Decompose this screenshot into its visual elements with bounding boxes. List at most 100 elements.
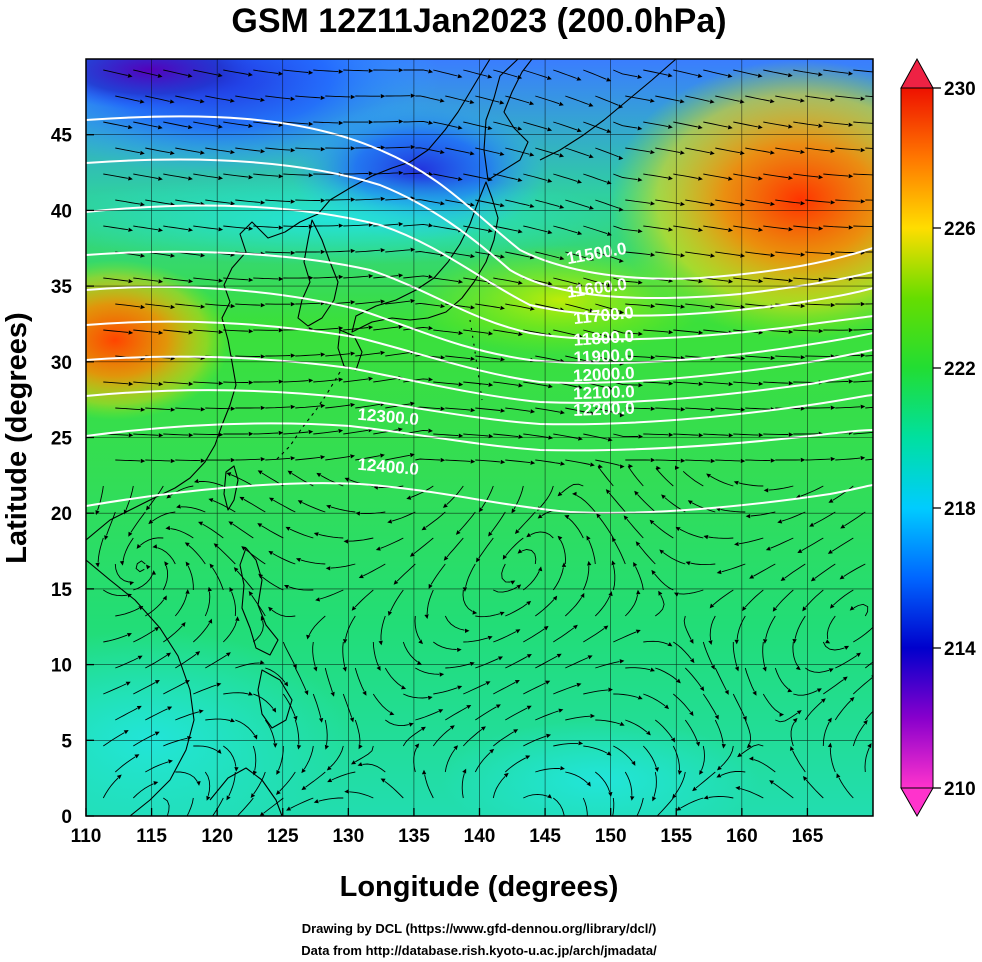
streamline-segment — [625, 355, 651, 358]
x-tick-label: 145 — [529, 826, 561, 847]
streamline-arrowhead — [421, 769, 427, 775]
streamline-arrowhead — [795, 665, 801, 671]
streamline-arrowhead — [879, 224, 884, 228]
streamline-segment — [235, 95, 261, 101]
streamline-segment — [583, 689, 608, 695]
streamline-segment — [426, 589, 434, 615]
streamline-arrowhead — [248, 123, 253, 128]
streamline-arrowhead — [278, 328, 284, 333]
streamline-segment — [135, 560, 146, 573]
streamline-segment — [838, 777, 854, 799]
streamline-segment — [223, 745, 237, 767]
streamline-arrowhead — [499, 203, 505, 208]
streamline-segment — [433, 433, 459, 437]
streamline-arrowhead — [596, 513, 601, 519]
streamline-arrowhead — [652, 796, 657, 802]
streamline-arrowhead — [320, 147, 326, 152]
streamline-segment — [805, 303, 831, 306]
streamline-segment — [695, 771, 716, 789]
streamline-arrowhead — [428, 274, 434, 279]
streamline-arrowhead — [867, 743, 872, 749]
streamline-segment — [355, 249, 381, 253]
streamline-arrowhead — [758, 227, 763, 232]
streamline-segment — [115, 147, 140, 154]
streamline-arrowhead — [680, 407, 686, 412]
streamline-arrowhead — [637, 126, 643, 131]
streamline-arrowhead — [631, 760, 636, 766]
streamline-segment — [493, 225, 518, 232]
streamline-segment — [523, 121, 548, 130]
streamline-arrowhead — [278, 379, 284, 384]
streamline-arrowhead — [891, 147, 896, 151]
streamline-arrowhead — [558, 708, 564, 713]
streamline-segment — [565, 95, 589, 105]
streamline-arrowhead — [530, 409, 536, 414]
streamline-segment — [295, 354, 321, 357]
streamline-segment — [463, 121, 488, 129]
streamline-segment — [662, 552, 686, 565]
streamline-arrowhead — [439, 149, 445, 155]
streamline-segment — [523, 329, 548, 336]
streamline-arrowhead — [457, 73, 463, 79]
streamline-segment — [261, 576, 284, 591]
streamline-arrowhead — [350, 454, 355, 459]
streamline-arrowhead — [248, 329, 254, 334]
streamline-segment — [805, 458, 831, 461]
streamline-segment — [708, 536, 734, 539]
streamline-arrowhead — [590, 713, 595, 719]
streamline-arrowhead — [860, 199, 866, 204]
streamline-segment — [175, 303, 201, 308]
streamline-segment — [232, 523, 254, 539]
streamline-arrowhead — [890, 455, 895, 459]
streamline-segment — [501, 563, 511, 583]
streamline-arrowhead — [650, 149, 655, 155]
streamline-arrowhead — [95, 562, 100, 568]
streamline-arrowhead — [827, 717, 832, 723]
streamline-segment — [193, 69, 218, 76]
streamline-arrowhead — [248, 277, 254, 283]
streamline-arrowhead — [818, 226, 824, 231]
contour-labels: 11500.011600.011700.011800.011900.012000… — [357, 239, 635, 479]
streamline-arrowhead — [698, 227, 703, 232]
x-tick-label: 165 — [792, 826, 824, 847]
streamline-segment — [223, 329, 249, 332]
streamline-segment — [446, 537, 464, 558]
streamline-arrowhead — [165, 525, 171, 531]
streamline-arrowhead — [661, 494, 666, 500]
streamline-segment — [583, 69, 607, 80]
streamline-segment — [612, 797, 615, 816]
streamline-segment — [493, 173, 518, 181]
streamline-arrowhead — [879, 173, 884, 177]
streamline-segment — [626, 518, 644, 539]
streamline-segment — [343, 69, 369, 72]
streamline-segment — [553, 329, 578, 337]
streamline-arrowhead — [788, 381, 794, 386]
streamline-arrowhead — [589, 256, 595, 262]
streamline-segment — [865, 95, 873, 98]
streamline-segment — [180, 506, 206, 513]
streamline-arrowhead — [154, 680, 160, 685]
streamline-segment — [330, 506, 356, 513]
streamline-segment — [582, 565, 590, 591]
streamline-arrowhead — [409, 453, 415, 458]
streamline-arrowhead — [860, 455, 866, 461]
streamline-segment — [373, 223, 399, 227]
streamline-segment — [703, 69, 728, 77]
streamline-arrowhead — [116, 774, 122, 780]
streamline-segment — [793, 121, 819, 127]
streamline-arrowhead — [879, 276, 884, 280]
streamline-arrowhead — [716, 569, 722, 575]
streamline-arrowhead — [200, 458, 206, 463]
streamline-arrowhead — [290, 96, 296, 102]
streamline-arrowhead — [710, 664, 715, 670]
cold-core-purple — [86, 59, 270, 110]
streamline-arrowhead — [338, 69, 344, 74]
coastline-kuril-sakhalin — [539, 59, 677, 161]
streamline-arrowhead — [816, 688, 822, 693]
streamline-segment — [505, 757, 527, 773]
streamline-arrowhead — [770, 150, 775, 155]
streamline-segment — [535, 459, 561, 464]
streamline-segment — [733, 277, 759, 282]
streamline-arrowhead — [230, 98, 235, 103]
streamline-segment — [253, 121, 279, 126]
